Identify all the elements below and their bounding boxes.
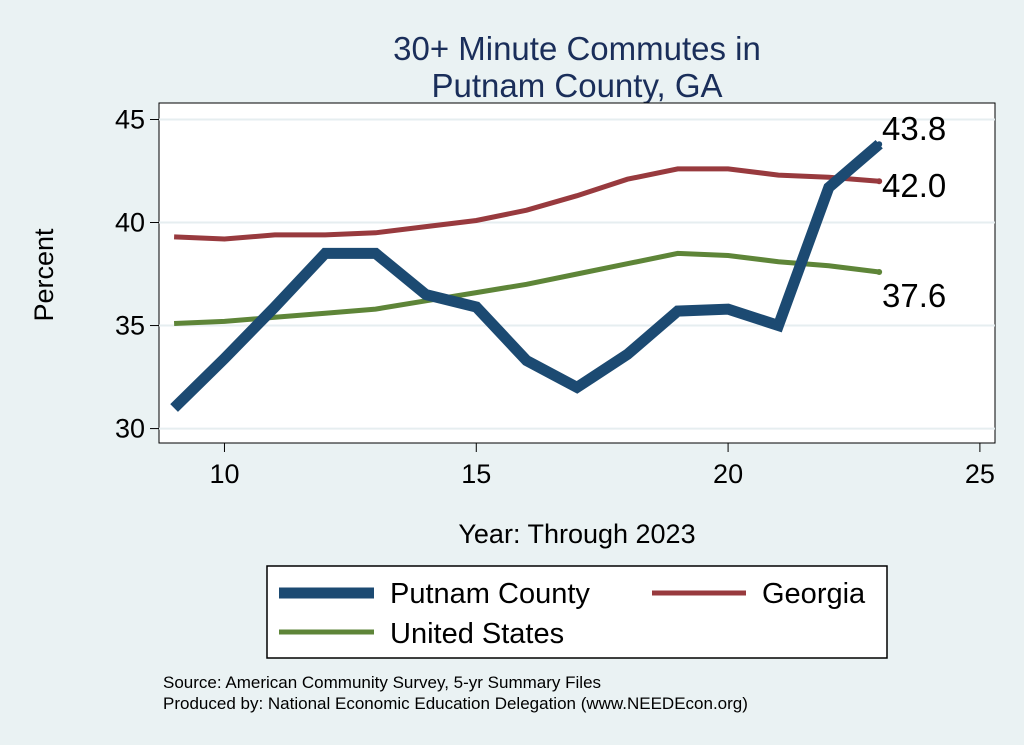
x-tick-label: 25 <box>965 459 995 489</box>
x-tick-label: 20 <box>713 459 743 489</box>
legend: Putnam County Georgia United States <box>266 565 888 659</box>
y-tick-label: 45 <box>115 104 145 134</box>
series-line-putnam-county <box>170 140 883 412</box>
x-tick-label: 10 <box>209 459 239 489</box>
end-labels: 43.8 42.0 37.6 <box>882 110 946 314</box>
series-lines <box>170 140 883 412</box>
producer-note: Produced by: National Economic Education… <box>163 694 748 713</box>
y-tick-label: 35 <box>115 311 145 341</box>
axes: 30 35 40 45 10 15 20 25 <box>115 104 995 489</box>
y-tick-label: 40 <box>115 208 145 238</box>
legend-label-georgia: Georgia <box>762 578 866 610</box>
series-line-united-states <box>173 250 880 326</box>
legend-label-putnam-county: Putnam County <box>390 578 590 610</box>
legend-box <box>266 565 888 659</box>
gridlines <box>159 118 995 430</box>
x-axis-title: Year: Through 2023 <box>458 519 695 549</box>
series-end-point-georgia <box>876 178 883 185</box>
y-tick-label: 30 <box>115 414 145 444</box>
source-note: Source: American Community Survey, 5-yr … <box>163 673 601 692</box>
x-tick-label: 15 <box>461 459 491 489</box>
y-axis-title: Percent <box>29 228 59 322</box>
chart-title-line-2: Putnam County, GA <box>431 67 722 104</box>
series-line-georgia <box>173 166 880 242</box>
end-label-putnam-county: 43.8 <box>882 110 946 147</box>
end-label-united-states: 37.6 <box>882 277 946 314</box>
series-end-point-putnam-county <box>876 141 883 148</box>
legend-label-united-states: United States <box>390 618 564 650</box>
series-end-point-united-states <box>876 268 883 275</box>
end-label-georgia: 42.0 <box>882 167 946 204</box>
chart-title-line-1: 30+ Minute Commutes in <box>393 30 761 67</box>
